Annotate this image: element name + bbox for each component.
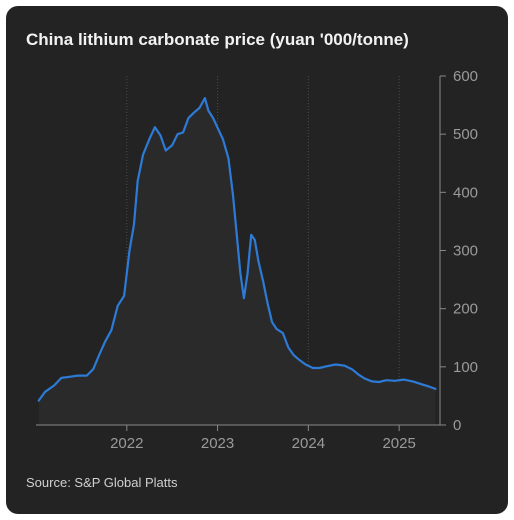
y-tick-label: 200 [453, 301, 478, 318]
source-note: Source: S&P Global Platts [26, 475, 178, 490]
y-tick-label: 0 [453, 417, 461, 434]
x-tick-label: 2023 [201, 435, 234, 452]
y-tick-label: 100 [453, 359, 478, 376]
y-tick-label: 300 [453, 243, 478, 260]
x-tick-label: 2025 [382, 435, 415, 452]
x-tick-label: 2024 [292, 435, 325, 452]
y-tick-label: 500 [453, 126, 478, 143]
price-area [38, 98, 436, 425]
x-tick-label: 2022 [110, 435, 143, 452]
y-tick-label: 600 [453, 68, 478, 85]
chart-title: China lithium carbonate price (yuan '000… [26, 30, 409, 49]
price-line [37, 97, 437, 402]
y-tick-label: 400 [453, 184, 478, 201]
